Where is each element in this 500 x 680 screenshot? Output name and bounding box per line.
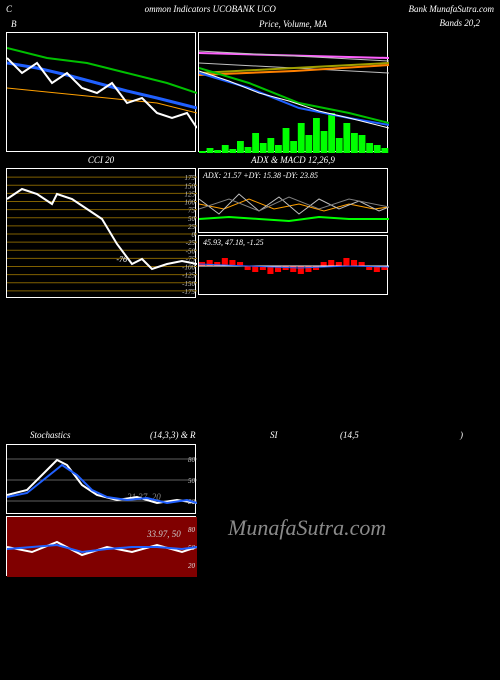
- svg-text:25: 25: [188, 223, 196, 231]
- panel-adx-title: ADX & MACD 12,26,9: [199, 155, 387, 165]
- svg-text:75: 75: [188, 207, 196, 215]
- svg-text:20: 20: [188, 562, 196, 570]
- header-right: Bank MunafaSutra.com: [409, 4, 495, 14]
- header-left: C: [6, 4, 12, 14]
- chart-b: [7, 33, 197, 153]
- panel-price: Price, Volume, MA: [198, 32, 388, 152]
- panel-cci: CCI 20 1751501251007550250-25-50-75-100-…: [6, 168, 196, 298]
- svg-text:80: 80: [188, 456, 196, 464]
- spacer: [0, 300, 500, 430]
- si-params-close: ): [460, 430, 463, 440]
- svg-text:-100: -100: [182, 264, 195, 272]
- panel-b-title: B: [11, 19, 17, 29]
- page-header: C ommon Indicators UCOBANK UCO Bank Muna…: [0, 0, 500, 18]
- row-2: CCI 20 1751501251007550250-25-50-75-100-…: [0, 168, 500, 298]
- panel-b: B: [6, 32, 196, 152]
- chart-cci: 1751501251007550250-25-50-75-100-125-150…: [7, 169, 197, 299]
- header-center: ommon Indicators UCOBANK UCO: [145, 4, 276, 14]
- row-3: 80502021.37, 20 80502033.97, 50: [0, 444, 500, 576]
- svg-text:80: 80: [188, 526, 196, 534]
- svg-text:-125: -125: [182, 272, 195, 280]
- svg-text:50: 50: [188, 477, 196, 485]
- chart-rsi: 80502033.97, 50: [7, 517, 197, 577]
- panel-cci-title: CCI 20: [7, 155, 195, 165]
- svg-text:33.97, 50: 33.97, 50: [146, 529, 181, 539]
- svg-text:-175: -175: [182, 288, 195, 296]
- row-1: B Price, Volume, MA Bands 20,2: [0, 32, 500, 152]
- chart-price: [199, 33, 389, 153]
- svg-text:-150: -150: [182, 280, 195, 288]
- panel-price-title: Price, Volume, MA: [199, 19, 387, 29]
- svg-text:-76: -76: [116, 255, 127, 264]
- row3-titles: Stochastics (14,3,3) & R SI (14,5 ): [0, 430, 500, 444]
- watermark: MunafaSutra.com: [228, 515, 386, 541]
- svg-text:50: 50: [188, 215, 196, 223]
- panel-rsi: 80502033.97, 50: [6, 516, 196, 576]
- chart-macd: [199, 236, 389, 296]
- panel-adx: ADX & MACD 12,26,9 ADX: 21.57 +DY: 15.38…: [198, 168, 388, 233]
- bands-label: Bands 20,2: [440, 18, 481, 28]
- svg-text:150: 150: [185, 182, 196, 190]
- svg-text:0: 0: [192, 231, 196, 239]
- stoch-params: (14,3,3) & R: [150, 430, 196, 440]
- chart-adx: [199, 169, 389, 234]
- svg-text:125: 125: [185, 190, 196, 198]
- panel-stoch: 80502021.37, 20: [6, 444, 196, 514]
- panel-adx-macd-group: ADX & MACD 12,26,9 ADX: 21.57 +DY: 15.38…: [198, 168, 388, 298]
- svg-text:-25: -25: [186, 239, 196, 247]
- panel-macd: 45.93, 47.18, -1.25: [198, 235, 388, 295]
- stoch-label: Stochastics: [30, 430, 71, 440]
- svg-text:175: 175: [185, 174, 196, 182]
- svg-text:100: 100: [185, 199, 196, 207]
- svg-text:-50: -50: [186, 247, 196, 255]
- si-params: (14,5: [340, 430, 359, 440]
- chart-stoch: 80502021.37, 20: [7, 445, 197, 515]
- si-label: SI: [270, 430, 278, 440]
